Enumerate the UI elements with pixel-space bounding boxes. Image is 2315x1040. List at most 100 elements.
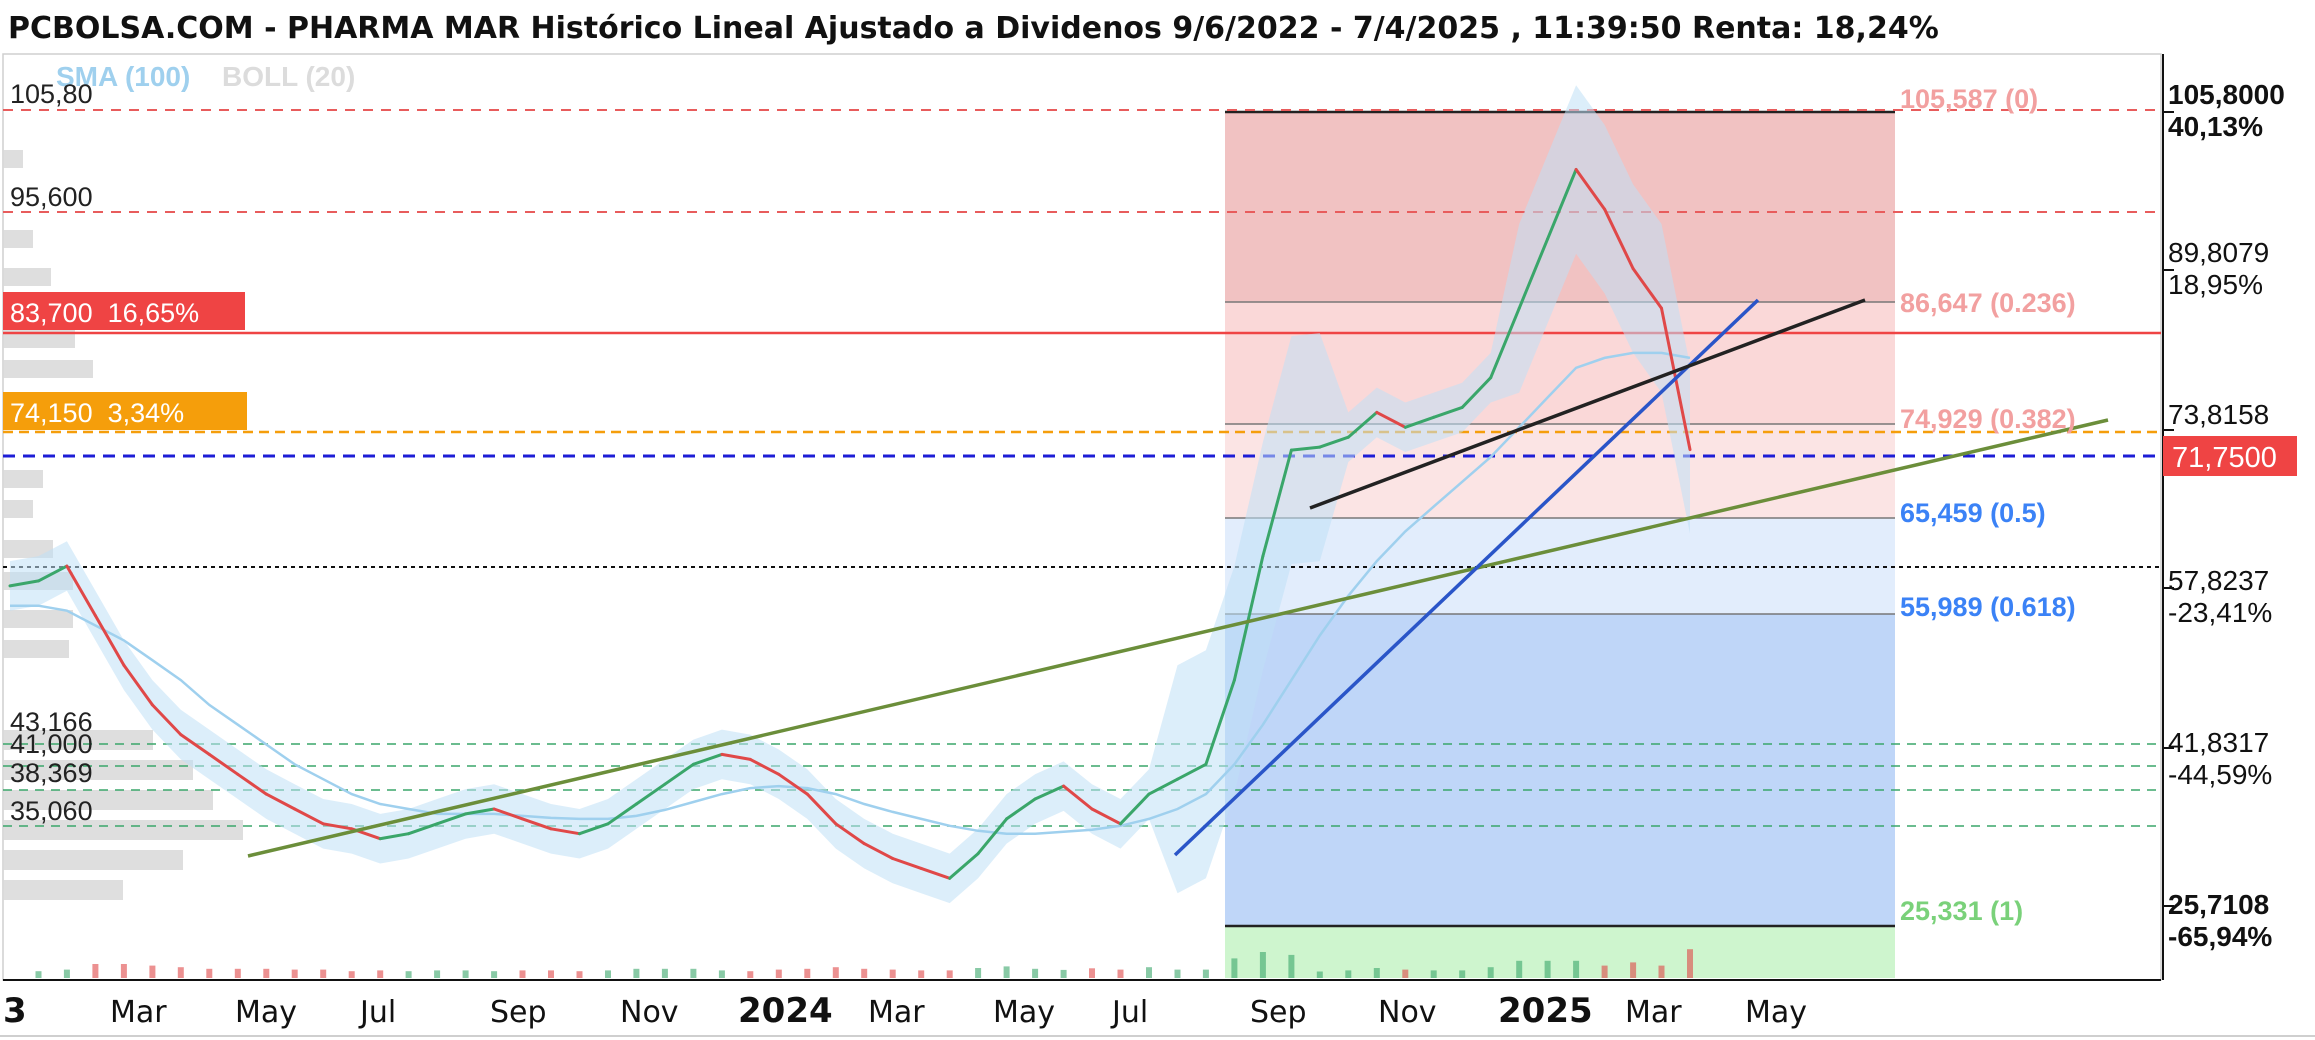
axis-max-price: 105,8000 (2168, 79, 2285, 110)
x-tick-label: Sep (490, 995, 547, 1030)
volume-bar (1544, 960, 1551, 978)
price-segment (1460, 376, 1493, 409)
volume-bars (35, 949, 1693, 978)
price-segment (407, 822, 439, 836)
price-segment (948, 852, 980, 880)
volume-bar (234, 968, 241, 978)
price-segment (1176, 762, 1208, 781)
volume-bar (1288, 954, 1295, 978)
volume-bar (35, 971, 42, 978)
volume-bar (491, 971, 498, 978)
volume-bar (1487, 967, 1494, 978)
price-segment (1546, 168, 1578, 241)
price-segment (492, 807, 524, 821)
volume-bar (861, 968, 868, 978)
price-segment (1603, 207, 1635, 271)
volume-bar (1259, 952, 1266, 978)
volume-bar (1202, 969, 1209, 978)
fibonacci-labels: 105,587 (0) 86,647 (0.236) 74,929 (0.382) 6… (1900, 84, 2076, 926)
volume-bar (1402, 969, 1409, 978)
x-tick-label: Mar (868, 995, 925, 1030)
price-segment (150, 703, 183, 737)
volume-bar (747, 971, 754, 978)
volume-bar (1573, 960, 1580, 978)
fib-label-2: 74,929 (0.382) (1900, 404, 2076, 434)
chart-title: PCBOLSA.COM - PHARMA MAR Histórico Linea… (8, 11, 1939, 46)
legend-boll: BOLL (20) (222, 61, 355, 92)
price-segment (1346, 410, 1379, 439)
price-segment (293, 807, 325, 826)
price-segment (1033, 784, 1066, 801)
volume-bar (63, 969, 70, 978)
left-label-95: 95,600 (10, 182, 93, 212)
volume-bar (975, 968, 982, 978)
volume-bar (548, 970, 554, 978)
price-segment (748, 757, 781, 776)
price-segment (122, 663, 154, 707)
volume-bar (1430, 970, 1437, 978)
x-tick-label: Jul (1110, 995, 1148, 1030)
price-segment (862, 842, 895, 860)
price-segment (1489, 306, 1521, 380)
price-segment (720, 752, 752, 761)
volume-bar (1687, 949, 1693, 978)
volume-bar (434, 970, 441, 978)
resistance-tag: 83,700 16,65% (10, 298, 199, 328)
volume-bar (690, 968, 697, 978)
price-segment (179, 733, 211, 756)
volume-bar (92, 964, 99, 978)
volume-bar (576, 971, 583, 978)
volume-bar (177, 967, 184, 978)
x-tick-label: Jul (358, 995, 396, 1030)
x-tick-label: Nov (1378, 995, 1437, 1030)
volume-bar (1630, 962, 1637, 978)
current-price-tag-bg (2163, 436, 2297, 476)
price-segment (691, 752, 724, 766)
price-segment (834, 822, 866, 846)
price-segment (1090, 807, 1122, 826)
axis-p3-price: 73,8158 (2168, 399, 2269, 430)
x-tick-label: Nov (620, 995, 679, 1030)
price-segment (1432, 405, 1464, 419)
volume-bar (1174, 969, 1181, 978)
volume-bar (1316, 971, 1323, 978)
support-tag: 74,150 3,34% (10, 398, 184, 428)
x-axis-ticks: 3 Mar May Jul Sep Nov 2024 Mar May Jul Sep Nov 2025 M… (3, 991, 1807, 1031)
price-segment (37, 564, 69, 583)
axis-p6-pct: -44,59% (2168, 759, 2272, 790)
fib-label-0: 105,587 (0) (1900, 84, 2038, 114)
price-segment (578, 822, 610, 836)
volume-bar (661, 968, 668, 978)
price-segment (976, 817, 1009, 856)
x-tick-label: Mar (110, 995, 167, 1030)
price-segment (1232, 554, 1265, 682)
axis-p2-price: 89,8079 (2168, 237, 2269, 268)
price-segment (207, 752, 240, 776)
volume-bar (377, 970, 384, 978)
axis-p5-price: 57,8237 (2168, 565, 2269, 596)
price-segment (236, 772, 268, 796)
volume-bar (1516, 960, 1523, 978)
axis-p2-pct: 18,95% (2168, 269, 2263, 300)
x-tick-label: Sep (1250, 995, 1307, 1030)
volume-bar (718, 970, 725, 978)
sma-100-line (10, 351, 1691, 835)
volume-bar (605, 970, 611, 978)
resistance-tag-bg (3, 292, 245, 330)
legend-sma: SMA (100) (56, 61, 190, 92)
price-segment (1289, 445, 1322, 452)
x-tick-label: 2024 (738, 991, 833, 1031)
trend-lines (247, 298, 2109, 858)
volume-bar (519, 970, 526, 978)
price-segment (8, 579, 40, 588)
volume-bar (633, 968, 640, 978)
price-segment (777, 772, 809, 796)
volume-bar (1117, 969, 1124, 978)
volume-bar (1003, 966, 1010, 978)
trendline-green (247, 418, 2109, 858)
volume-bar (149, 965, 156, 978)
volume-bar (946, 970, 953, 978)
price-segment (65, 564, 97, 618)
price-segment (321, 822, 354, 831)
